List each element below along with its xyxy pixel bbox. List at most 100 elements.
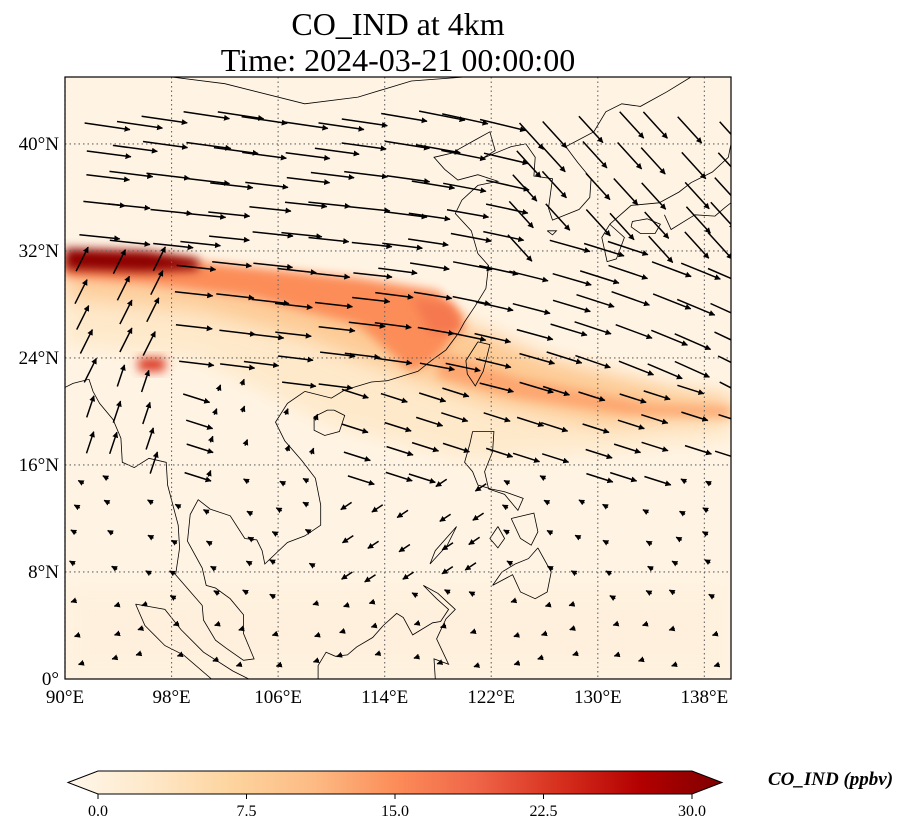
wind-arrow-223	[175, 323, 213, 332]
wind-arrow-324	[210, 182, 254, 191]
wind-arrow-215	[575, 354, 611, 369]
wind-arrow-37	[642, 620, 649, 627]
wind-arrow-184	[215, 384, 222, 392]
wind-arrow-99	[701, 531, 709, 537]
wind-arrow-165	[239, 405, 246, 413]
colorbar-label: CO_IND (ppbv)	[768, 769, 894, 790]
wind-arrow-133	[503, 479, 511, 486]
wind-arrow-260	[75, 246, 89, 272]
wind-arrow-122	[149, 451, 159, 474]
wind-arrow-74	[547, 565, 554, 572]
wind-arrow-67	[308, 562, 316, 569]
wind-arrow-227	[318, 325, 356, 334]
co-plume-5	[65, 248, 199, 273]
wind-arrow-187	[318, 383, 353, 391]
wind-arrow-199	[719, 381, 731, 389]
wind-arrow-318	[685, 206, 711, 234]
wind-arrow-82	[147, 534, 155, 541]
wind-arrow-236	[615, 323, 653, 340]
wind-arrow-154	[541, 453, 570, 464]
wind-arrow-89	[367, 540, 380, 550]
wind-arrow-314	[545, 203, 571, 231]
wind-arrow-344	[213, 146, 259, 156]
wind-arrow-296	[607, 240, 649, 256]
wind-arrow-20	[74, 631, 81, 638]
wind-arrow-13	[513, 659, 521, 666]
wind-arrow-146	[284, 444, 290, 452]
wind-arrow-42	[141, 600, 148, 607]
wind-arrow-325	[245, 181, 289, 190]
plot-title-line2: Time: 2024-03-21 00:00:00	[220, 42, 576, 78]
wind-arrow-123	[184, 471, 212, 483]
wind-arrow-360	[84, 122, 131, 132]
wind-arrow-51	[444, 589, 451, 596]
wind-arrow-9	[374, 650, 382, 656]
wind-arrow-148	[343, 451, 371, 462]
wind-arrow-181	[116, 364, 126, 387]
wind-arrow-96	[602, 539, 610, 546]
wind-arrow-156	[613, 443, 642, 454]
wind-arrow-140	[85, 431, 95, 454]
wind-arrow-116	[602, 503, 609, 510]
wind-arrow-16	[613, 651, 621, 658]
wind-arrow-346	[285, 151, 331, 161]
wind-arrow-152	[485, 447, 514, 459]
wind-arrow-19	[713, 661, 721, 668]
wind-arrow-141	[108, 431, 119, 455]
wind-arrow-219	[717, 355, 731, 364]
wind-arrow-117	[642, 509, 650, 515]
wind-arrow-132	[474, 483, 487, 492]
wind-arrow-77	[647, 565, 654, 572]
wind-arrow-27	[314, 631, 321, 638]
wind-arrow-240	[74, 279, 88, 305]
wind-arrow-271	[452, 261, 493, 272]
wind-arrow-368	[341, 118, 388, 128]
wind-arrow-98	[675, 536, 683, 543]
wind-vectors	[69, 110, 731, 668]
wind-arrow-43	[169, 595, 177, 601]
wind-arrow-104	[202, 509, 210, 515]
wind-arrow-111	[439, 513, 452, 523]
wind-arrow-75	[570, 570, 578, 577]
wind-arrow-338	[684, 181, 710, 210]
wind-arrow-195	[578, 391, 606, 402]
wind-arrow-272	[479, 264, 519, 276]
wind-arrow-375	[578, 115, 604, 144]
colorbar-tick-label-3: 22.5	[530, 803, 558, 820]
wind-arrow-286	[281, 231, 323, 240]
wind-arrow-86	[271, 531, 279, 537]
wind-arrow-91	[441, 542, 454, 551]
wind-arrow-61	[111, 565, 118, 572]
wind-arrow-239	[714, 331, 731, 341]
wind-arrow-218	[674, 360, 710, 378]
wind-arrow-275	[579, 270, 620, 285]
wind-arrow-76	[605, 570, 613, 577]
wind-arrow-160	[85, 395, 96, 418]
wind-arrow-270	[409, 262, 450, 272]
wind-arrow-103	[174, 503, 182, 510]
wind-arrow-285	[252, 231, 294, 239]
wind-arrow-94	[546, 529, 554, 536]
wind-arrow-371	[442, 113, 489, 126]
colorbar-body	[66, 770, 724, 795]
wind-arrow-201	[119, 327, 133, 353]
wind-arrow-28	[339, 628, 346, 634]
wind-arrow-134	[539, 475, 547, 482]
wind-arrow-366	[282, 121, 329, 131]
wind-arrow-358	[681, 151, 707, 180]
wind-arrow-188	[341, 388, 369, 400]
wind-arrow-374	[542, 120, 568, 149]
wind-arrow-110	[396, 509, 409, 519]
wind-arrow-126	[279, 480, 287, 487]
wind-arrow-36	[612, 620, 620, 627]
wind-arrow-155	[585, 448, 613, 460]
wind-arrow-315	[585, 208, 611, 237]
wind-arrow-5	[235, 661, 243, 668]
wind-arrow-46	[269, 593, 276, 600]
coastline-segment-9	[492, 547, 552, 600]
wind-arrow-119	[702, 507, 709, 514]
lon-tick-label-0: 90°E	[46, 687, 84, 708]
colorbar-tick-label-2: 15.0	[381, 803, 409, 820]
wind-arrow-182	[140, 369, 150, 393]
wind-arrow-8	[336, 651, 343, 658]
